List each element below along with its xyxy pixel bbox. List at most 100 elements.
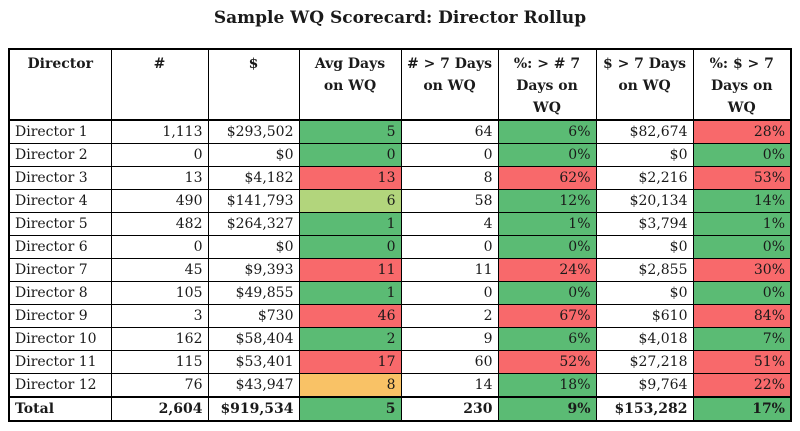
cell-avg-days: 13	[298, 166, 402, 190]
cell-pct-count-gt7: 24%	[497, 258, 597, 282]
header-dollars-gt7: $ > 7 Days on WQ	[595, 48, 694, 121]
table-row: Director 11 115 $53,401 17 60 52% $27,218 51%	[8, 350, 792, 374]
cell-pct-count-gt7: 67%	[497, 304, 597, 328]
cell-pct-count-gt7: 1%	[497, 212, 597, 236]
cell-pct-dollars-gt7: 22%	[692, 373, 792, 398]
cell-dollars: $4,182	[207, 166, 300, 190]
cell-count: 115	[110, 350, 209, 374]
cell-count-gt7: 0	[400, 281, 499, 305]
cell-pct-count-gt7: 52%	[497, 350, 597, 374]
header-pct-count-gt7: %: > # 7 Days on WQ	[497, 48, 597, 121]
cell-count: 45	[110, 258, 209, 282]
cell-director: Total	[8, 396, 112, 422]
table-row: Director 8 105 $49,855 1 0 0% $0 0%	[8, 281, 792, 305]
header-count: #	[110, 48, 209, 121]
cell-count: 2,604	[110, 396, 209, 422]
header-avg-days: Avg Days on WQ	[298, 48, 402, 121]
cell-dollars: $9,393	[207, 258, 300, 282]
header-count-gt7: # > 7 Days on WQ	[400, 48, 499, 121]
table-row: Director 4 490 $141,793 6 58 12% $20,134 14%	[8, 189, 792, 213]
cell-pct-dollars-gt7: 7%	[692, 327, 792, 351]
cell-director: Director 12	[8, 373, 112, 398]
cell-director: Director 7	[8, 258, 112, 282]
cell-avg-days: 2	[298, 327, 402, 351]
cell-director: Director 8	[8, 281, 112, 305]
scorecard-body: Director 1 1,113 $293,502 5 64 6% $82,674 28% Di…	[8, 119, 792, 422]
cell-dollars-gt7: $4,018	[595, 327, 694, 351]
cell-count-gt7: 14	[400, 373, 499, 398]
cell-pct-dollars-gt7: 1%	[692, 212, 792, 236]
cell-avg-days: 1	[298, 281, 402, 305]
header-director: Director	[8, 48, 112, 121]
cell-count: 162	[110, 327, 209, 351]
cell-avg-days: 8	[298, 373, 402, 398]
cell-dollars: $53,401	[207, 350, 300, 374]
cell-dollars-gt7: $0	[595, 235, 694, 259]
cell-pct-dollars-gt7: 53%	[692, 166, 792, 190]
cell-avg-days: 1	[298, 212, 402, 236]
cell-pct-count-gt7: 18%	[497, 373, 597, 398]
cell-count-gt7: 9	[400, 327, 499, 351]
cell-director: Director 6	[8, 235, 112, 259]
cell-pct-count-gt7: 6%	[497, 327, 597, 351]
cell-dollars: $58,404	[207, 327, 300, 351]
scorecard-header: Director # $ Avg Days on WQ # > 7 Days on WQ…	[8, 48, 792, 121]
cell-count-gt7: 58	[400, 189, 499, 213]
cell-avg-days: 46	[298, 304, 402, 328]
cell-dollars: $730	[207, 304, 300, 328]
cell-pct-count-gt7: 0%	[497, 281, 597, 305]
cell-count-gt7: 230	[400, 396, 499, 422]
scorecard-table: Director # $ Avg Days on WQ # > 7 Days on WQ…	[8, 48, 792, 422]
table-row: Director 1 1,113 $293,502 5 64 6% $82,674 28%	[8, 119, 792, 144]
cell-count: 105	[110, 281, 209, 305]
cell-count: 0	[110, 235, 209, 259]
cell-pct-dollars-gt7: 51%	[692, 350, 792, 374]
table-row: Director 9 3 $730 46 2 67% $610 84%	[8, 304, 792, 328]
cell-pct-dollars-gt7: 0%	[692, 235, 792, 259]
table-row: Director 5 482 $264,327 1 4 1% $3,794 1%	[8, 212, 792, 236]
cell-director: Director 11	[8, 350, 112, 374]
table-row: Director 12 76 $43,947 8 14 18% $9,764 22%	[8, 373, 792, 398]
table-row: Director 2 0 $0 0 0 0% $0 0%	[8, 143, 792, 167]
cell-count-gt7: 11	[400, 258, 499, 282]
cell-avg-days: 6	[298, 189, 402, 213]
cell-director: Director 5	[8, 212, 112, 236]
page-title: Sample WQ Scorecard: Director Rollup	[213, 8, 587, 28]
cell-avg-days: 11	[298, 258, 402, 282]
cell-dollars-gt7: $610	[595, 304, 694, 328]
cell-avg-days: 5	[298, 396, 402, 422]
cell-pct-dollars-gt7: 0%	[692, 281, 792, 305]
cell-pct-dollars-gt7: 14%	[692, 189, 792, 213]
cell-count: 490	[110, 189, 209, 213]
header-pct-dollars-gt7: %: $ > 7 Days on WQ	[692, 48, 792, 121]
cell-dollars-gt7: $0	[595, 281, 694, 305]
cell-count-gt7: 4	[400, 212, 499, 236]
cell-count: 482	[110, 212, 209, 236]
total-row: Total 2,604 $919,534 5 230 9% $153,282 17%	[8, 396, 792, 422]
cell-pct-dollars-gt7: 0%	[692, 143, 792, 167]
cell-director: Director 4	[8, 189, 112, 213]
cell-pct-count-gt7: 0%	[497, 143, 597, 167]
cell-dollars: $293,502	[207, 119, 300, 144]
cell-count-gt7: 0	[400, 235, 499, 259]
cell-count: 76	[110, 373, 209, 398]
cell-pct-count-gt7: 9%	[497, 396, 597, 422]
cell-dollars-gt7: $3,794	[595, 212, 694, 236]
cell-director: Director 2	[8, 143, 112, 167]
cell-dollars: $43,947	[207, 373, 300, 398]
cell-dollars-gt7: $82,674	[595, 119, 694, 144]
cell-dollars-gt7: $153,282	[595, 396, 694, 422]
cell-pct-count-gt7: 62%	[497, 166, 597, 190]
cell-avg-days: 0	[298, 143, 402, 167]
cell-director: Director 1	[8, 119, 112, 144]
cell-pct-count-gt7: 0%	[497, 235, 597, 259]
cell-director: Director 3	[8, 166, 112, 190]
table-row: Director 7 45 $9,393 11 11 24% $2,855 30%	[8, 258, 792, 282]
cell-director: Director 9	[8, 304, 112, 328]
cell-count: 1,113	[110, 119, 209, 144]
cell-count: 13	[110, 166, 209, 190]
cell-dollars-gt7: $9,764	[595, 373, 694, 398]
cell-dollars-gt7: $2,855	[595, 258, 694, 282]
table-row: Director 6 0 $0 0 0 0% $0 0%	[8, 235, 792, 259]
cell-dollars-gt7: $20,134	[595, 189, 694, 213]
